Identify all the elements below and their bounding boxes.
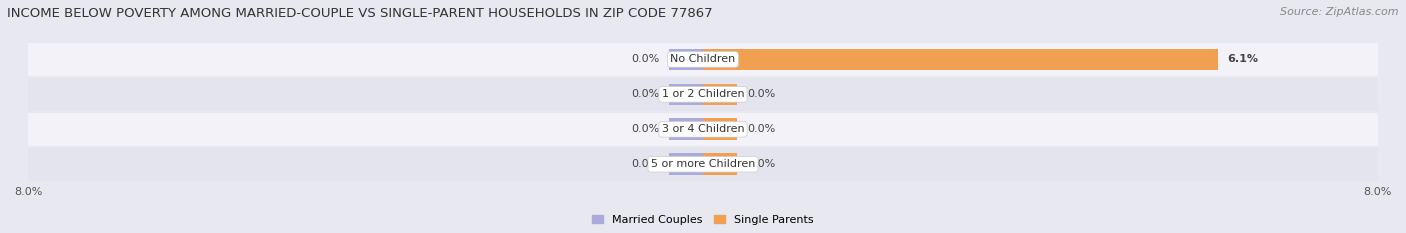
Bar <box>703 118 737 140</box>
Text: No Children: No Children <box>671 55 735 64</box>
Bar <box>703 49 1218 70</box>
Bar <box>28 42 1378 77</box>
Legend: Married Couples, Single Parents: Married Couples, Single Parents <box>588 210 818 229</box>
Text: INCOME BELOW POVERTY AMONG MARRIED-COUPLE VS SINGLE-PARENT HOUSEHOLDS IN ZIP COD: INCOME BELOW POVERTY AMONG MARRIED-COUPL… <box>7 7 713 20</box>
Bar <box>669 154 703 175</box>
Bar <box>669 49 703 70</box>
Text: 0.0%: 0.0% <box>631 89 659 99</box>
Bar <box>669 84 703 105</box>
Text: 3 or 4 Children: 3 or 4 Children <box>662 124 744 134</box>
Text: 0.0%: 0.0% <box>631 159 659 169</box>
Bar <box>703 154 737 175</box>
Text: 0.0%: 0.0% <box>747 89 775 99</box>
Bar <box>703 84 737 105</box>
Bar <box>669 118 703 140</box>
Text: 1 or 2 Children: 1 or 2 Children <box>662 89 744 99</box>
Bar <box>28 147 1378 182</box>
Bar <box>28 77 1378 112</box>
Text: 6.1%: 6.1% <box>1227 55 1258 64</box>
Text: 0.0%: 0.0% <box>631 55 659 64</box>
Text: 0.0%: 0.0% <box>747 159 775 169</box>
Text: Source: ZipAtlas.com: Source: ZipAtlas.com <box>1281 7 1399 17</box>
Text: 0.0%: 0.0% <box>631 124 659 134</box>
Text: 0.0%: 0.0% <box>747 124 775 134</box>
Text: 5 or more Children: 5 or more Children <box>651 159 755 169</box>
Bar <box>28 112 1378 147</box>
